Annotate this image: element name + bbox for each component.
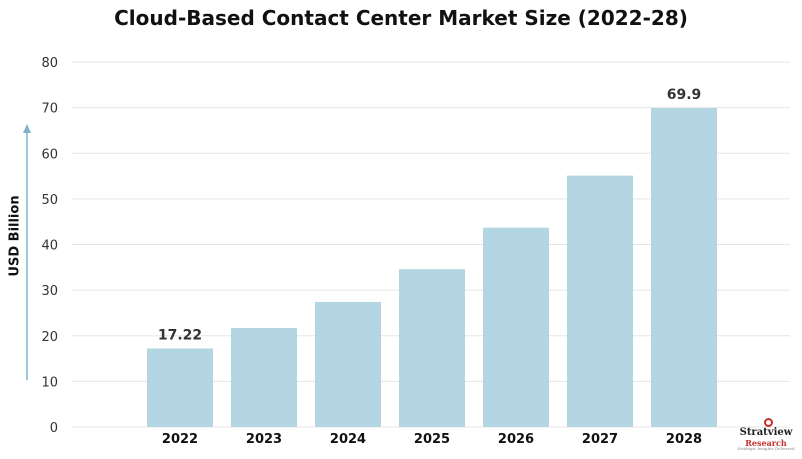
logo-tagline: Strategic Insights Delivered xyxy=(737,445,795,451)
y-tick-label: 60 xyxy=(41,147,58,162)
data-label: 17.22 xyxy=(158,327,202,343)
chart-title: Cloud-Based Contact Center Market Size (… xyxy=(114,6,688,30)
x-tick-label: 2027 xyxy=(582,432,618,447)
x-tick-label: 2025 xyxy=(414,432,450,447)
bar xyxy=(399,269,465,427)
x-tick-label: 2023 xyxy=(246,432,282,447)
stratview-logo: Stratview Research Strategic Insights De… xyxy=(736,427,796,451)
y-tick-label: 50 xyxy=(41,193,58,208)
bar xyxy=(315,301,381,427)
y-tick-label: 40 xyxy=(41,239,58,254)
logo-mark-icon xyxy=(764,418,773,427)
data-label: 69.9 xyxy=(667,87,702,103)
bar xyxy=(231,327,297,427)
bar xyxy=(483,227,549,427)
y-axis-arrow xyxy=(23,124,31,380)
y-tick-label: 0 xyxy=(50,421,58,436)
y-axis-ticks: 0 10 20 30 40 50 60 70 80 xyxy=(41,56,58,436)
logo-line-2: Research xyxy=(745,437,787,448)
logo-line-1: Stratview xyxy=(739,427,793,438)
x-axis-ticks: 2022 2023 2024 2025 2026 2027 2028 xyxy=(162,432,702,447)
x-tick-label: 2024 xyxy=(330,432,366,447)
y-tick-label: 30 xyxy=(41,284,58,299)
arrow-head xyxy=(23,124,31,133)
y-tick-label: 70 xyxy=(41,102,58,117)
data-labels: 17.22 69.9 xyxy=(158,87,701,343)
x-tick-label: 2028 xyxy=(666,432,702,447)
x-tick-label: 2026 xyxy=(498,432,534,447)
bar xyxy=(651,108,717,428)
bars xyxy=(147,108,717,428)
y-tick-label: 80 xyxy=(41,56,58,71)
y-tick-label: 20 xyxy=(41,330,58,345)
x-tick-label: 2022 xyxy=(162,432,198,447)
bar xyxy=(567,175,633,427)
bar xyxy=(147,348,213,427)
y-tick-label: 10 xyxy=(41,375,58,390)
